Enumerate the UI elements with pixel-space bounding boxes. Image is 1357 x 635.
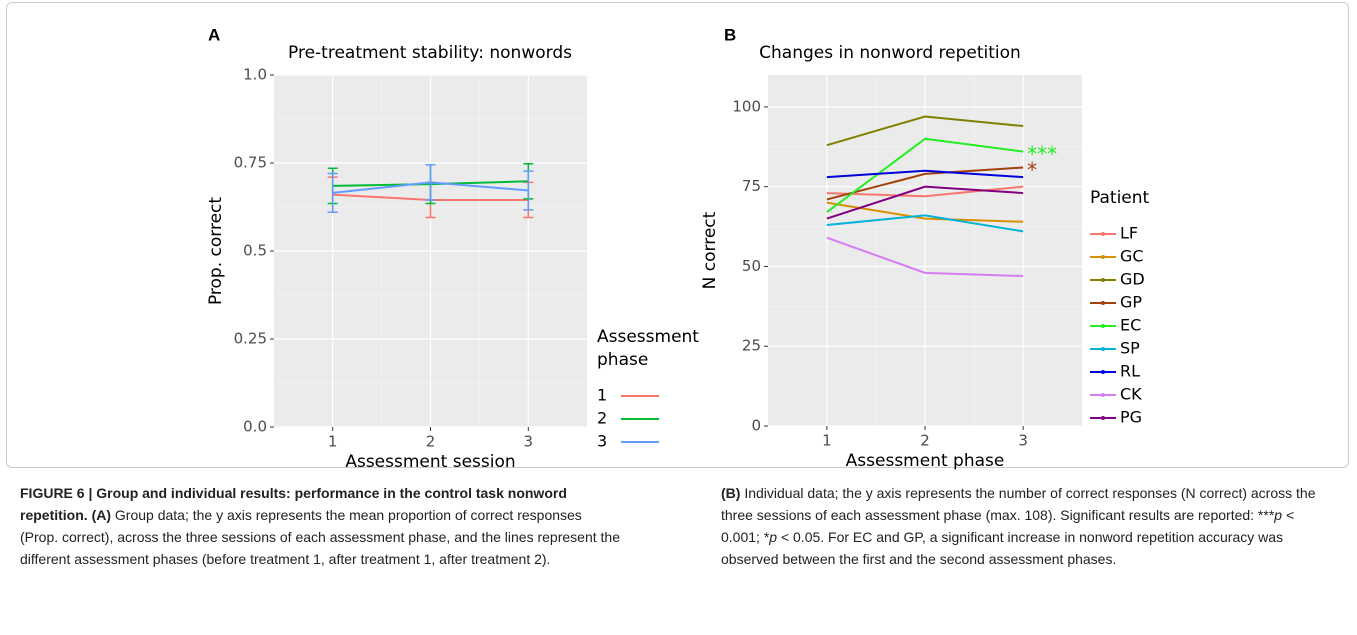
- y-tick-label: 100: [732, 97, 761, 115]
- y-tick-label: 75: [742, 177, 761, 195]
- caption-title: FIGURE 6 | Group and individual results:…: [20, 485, 567, 523]
- figure: A Pre-treatment stability: nonwords 0.0 0.2…: [206, 25, 1150, 470]
- caption-text: Individual data; the y axis represents t…: [721, 485, 1315, 567]
- series-line: [826, 169, 1024, 179]
- significance-marker: *: [1027, 158, 1037, 182]
- legend-label: CK: [1120, 385, 1142, 404]
- x-axis-title: Assessment session: [345, 452, 515, 470]
- x-tick-label: 2: [920, 432, 930, 450]
- panel-label: A: [208, 25, 220, 44]
- y-tick-label: 0.0: [243, 418, 267, 436]
- caption-segment: < 0.05. For EC and GP, a significant inc…: [721, 529, 1284, 567]
- panel-label: B: [724, 25, 736, 44]
- legend-dot: [1101, 393, 1105, 397]
- legend-dot: [1101, 255, 1105, 259]
- legend-dot: [1101, 370, 1105, 374]
- error-bar: [425, 164, 436, 201]
- legend-label: RL: [1120, 362, 1140, 381]
- series-line: [826, 185, 1024, 198]
- x-tick-label: 3: [1018, 432, 1028, 450]
- legend-label: GC: [1120, 247, 1144, 266]
- caption-segment: Individual data; the y axis represents t…: [721, 485, 1316, 523]
- legend-title: Patient: [1090, 188, 1150, 208]
- legend-dot: [1101, 232, 1105, 236]
- x-tick-label: 2: [426, 433, 436, 451]
- figure-frame: [6, 2, 1349, 468]
- series-line: [826, 214, 1024, 233]
- y-tick-label: 0.75: [234, 154, 267, 172]
- caption-label: (A): [91, 507, 111, 523]
- caption-text: Group data; the y axis represents the me…: [20, 507, 620, 567]
- y-tick-label: 1.0: [243, 66, 267, 84]
- legend-label: 1: [597, 386, 607, 405]
- legend-label: EC: [1120, 316, 1141, 335]
- x-tick-label: 1: [328, 433, 338, 451]
- legend-dot: [1101, 347, 1105, 351]
- legend-label: LF: [1120, 224, 1138, 243]
- caption-right: (B) Individual data; the y axis represen…: [721, 482, 1321, 570]
- series-line: [826, 137, 1024, 214]
- series-line: [826, 115, 1024, 147]
- y-tick-label: 0.25: [234, 330, 267, 348]
- x-axis-title: Assessment phase: [846, 451, 1005, 470]
- y-tick-label: 50: [742, 257, 761, 275]
- chart-title: Changes in nonword repetition: [759, 43, 1021, 63]
- legend-label: PG: [1120, 408, 1142, 427]
- legend-label: 3: [597, 432, 607, 451]
- chart-title: Pre-treatment stability: nonwords: [288, 43, 572, 63]
- legend-title: phase: [597, 350, 648, 370]
- caption-segment: < 0.001; *: [721, 507, 1295, 545]
- y-axis-title: N correct: [700, 211, 720, 289]
- legend-dot: [1101, 416, 1105, 420]
- legend-dot: [1101, 301, 1105, 305]
- y-tick-label: 25: [742, 337, 761, 355]
- caption-label: (B): [721, 485, 741, 501]
- error-bar: [327, 172, 338, 214]
- y-axis-title: Prop. correct: [206, 197, 226, 305]
- legend-label: SP: [1120, 339, 1140, 358]
- series-line: [826, 166, 1024, 201]
- legend-label: GP: [1120, 293, 1142, 312]
- y-tick-label: 0: [751, 417, 761, 435]
- legend-title: Assessment: [597, 327, 699, 347]
- caption-segment: p: [1274, 507, 1283, 523]
- significance-marker: ***: [1027, 142, 1057, 166]
- x-tick-label: 1: [822, 432, 832, 450]
- series-line: [826, 236, 1024, 278]
- error-bar: [523, 170, 534, 211]
- legend-label: 2: [597, 409, 607, 428]
- legend-dot: [1101, 278, 1105, 282]
- series-line: [826, 185, 1024, 220]
- x-tick-label: 3: [524, 433, 534, 451]
- caption-left: FIGURE 6 | Group and individual results:…: [20, 482, 620, 570]
- y-tick-label: 0.5: [243, 242, 267, 260]
- legend-dot: [1101, 324, 1105, 328]
- caption-segment: p: [769, 529, 778, 545]
- legend-label: GD: [1120, 270, 1145, 289]
